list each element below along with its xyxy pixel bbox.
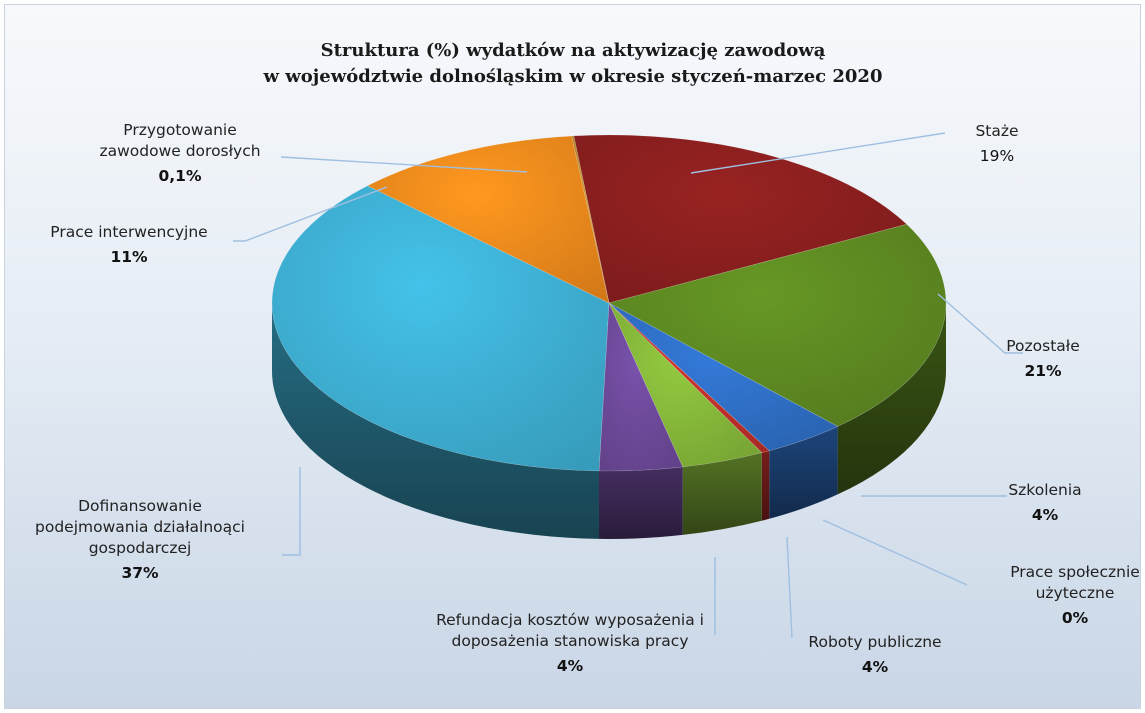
slice-value-pozostale: 21% [1024, 362, 1062, 380]
pie-side-prace_spoleczne [761, 450, 770, 521]
slice-label-dofinansowanie: gospodarczej [89, 539, 192, 557]
pie-slice-pozostale [608, 223, 947, 427]
leader-line-prace_interwencyjne [233, 186, 388, 242]
slice-label-dofinansowanie: Dofinansowanie [78, 497, 202, 515]
slice-label-pozostale: Pozostałe [1006, 337, 1080, 355]
slice-value-roboty_publiczne: 4% [862, 658, 889, 676]
pie-chart: Struktura (%) wydatków na aktywizację za… [35, 40, 1140, 676]
slice-label-szkolenia: Szkolenia [1008, 481, 1081, 499]
pie-side-roboty_publiczne [682, 452, 762, 535]
pie-slice-prace_interwencyjne [366, 135, 610, 304]
pie-slice-dofinansowanie [271, 185, 610, 472]
slice-label-prace_interwencyjne: Prace interwencyjne [50, 223, 207, 241]
leader-line-staze [690, 132, 946, 174]
slice-label-dofinansowanie: podejmowania działalnoąci [35, 518, 245, 536]
pie-slice-szkolenia [608, 302, 839, 452]
chart-subtitle: w województwie dolnośląskim w okresie st… [263, 66, 883, 87]
pie-slice-roboty_publiczne [608, 302, 763, 468]
slice-value-szkolenia: 4% [1032, 506, 1059, 524]
slice-label-przygotowanie: zawodowe dorosłych [99, 142, 260, 160]
chart-frame: Struktura (%) wydatków na aktywizację za… [4, 4, 1141, 709]
leader-line-pozostale [937, 293, 1023, 354]
slice-label-przygotowanie: Przygotowanie [123, 121, 236, 139]
pie-side-szkolenia [769, 426, 838, 519]
slice-value-prace_spoleczne: 0% [1062, 609, 1089, 627]
pie-slice-prace_spoleczne [608, 302, 770, 454]
slice-value-dofinansowanie: 37% [121, 564, 159, 582]
slice-label-roboty_publiczne: Roboty publiczne [808, 633, 941, 651]
chart-title: Struktura (%) wydatków na aktywizację za… [321, 40, 826, 61]
leader-line-prace_spoleczne [822, 519, 968, 586]
slice-value-prace_interwencyjne: 11% [110, 248, 148, 266]
pie-side-dofinansowanie [272, 303, 599, 539]
slice-label-prace_spoleczne: użyteczne [1036, 584, 1115, 602]
slice-value-staze: 19% [980, 147, 1014, 165]
leader-line-roboty_publiczne [786, 536, 793, 639]
slice-label-staze: Staże [975, 122, 1018, 140]
pie-side-pozostale [837, 303, 946, 495]
pie-slice-staze [573, 134, 908, 304]
slice-label-prace_spoleczne: Prace społecznie [1010, 563, 1140, 581]
slice-label-refundacja: Refundacja kosztów wyposażenia i [436, 611, 704, 629]
slice-value-refundacja: 4% [557, 657, 584, 675]
leader-line-dofinansowanie [282, 467, 301, 556]
slice-value-przygotowanie: 0,1% [159, 167, 202, 185]
pie-slice-przygotowanie [571, 135, 610, 304]
pie-side-refundacja [598, 466, 683, 539]
pie-slice-refundacja [598, 302, 684, 472]
slice-label-refundacja: doposażenia stanowiska pracy [452, 632, 689, 650]
leader-line-przygotowanie [280, 156, 528, 173]
